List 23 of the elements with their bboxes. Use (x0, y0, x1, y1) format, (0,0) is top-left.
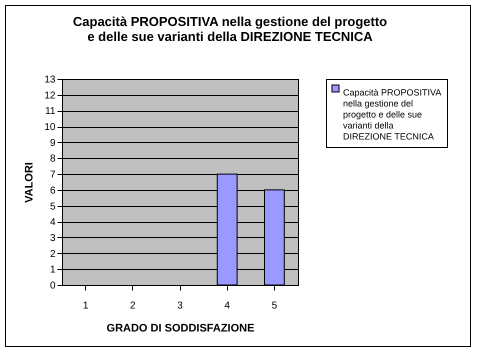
x-tick-label: 1 (82, 300, 89, 312)
x-tick-label: 2 (130, 300, 136, 312)
y-tick-label: 5 (50, 201, 56, 212)
y-tick-label: 8 (50, 154, 56, 165)
y-tick-label: 11 (45, 106, 56, 118)
y-tick-label: 4 (50, 217, 56, 228)
x-tick-label: 5 (272, 300, 278, 312)
y-tick-label: 12 (44, 90, 56, 102)
y-tick-label: 7 (50, 170, 56, 181)
y-tick-label: 6 (50, 185, 56, 196)
x-axis-title: GRADO DI SODDISFAZIONE (106, 322, 254, 334)
x-tick-label: 3 (177, 300, 184, 312)
y-tick-label: 1 (50, 264, 56, 276)
chart-title: Capacità PROPOSITIVA nella gestione del progetto e delle sue varianti della DIREZIONE TECNICA (72, 14, 388, 44)
y-tick-label: 3 (50, 232, 56, 244)
legend-label: Capacità PROPOSITIVA nella gestione del progetto e delle sue varianti della DIREZIONE TECNICA (343, 88, 442, 142)
y-axis-title: VALORI (23, 162, 36, 203)
y-tick-label: 10 (44, 122, 56, 134)
y-tick-label: 0 (50, 280, 56, 292)
x-tick-label: 4 (224, 300, 230, 312)
y-tick-label: 13 (44, 74, 56, 86)
y-tick-label: 2 (50, 248, 56, 260)
y-tick-label: 9 (50, 138, 56, 149)
